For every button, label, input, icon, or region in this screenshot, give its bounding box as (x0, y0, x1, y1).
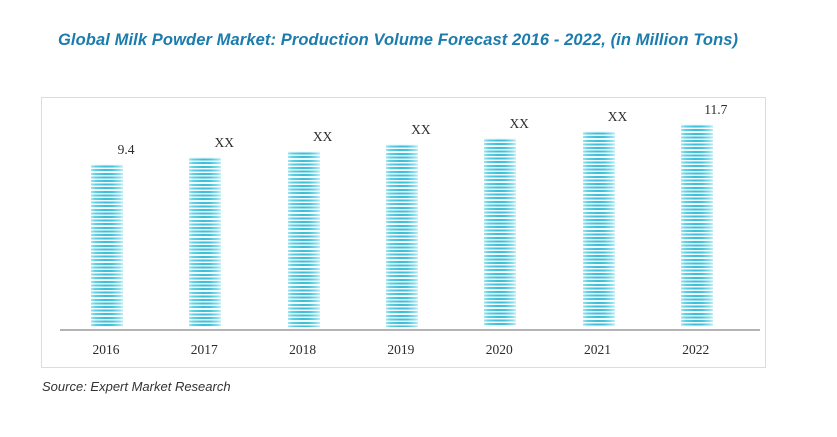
bar-value-label: 11.7 (704, 102, 728, 117)
bar-stripe-pattern (680, 124, 713, 327)
bar-group: XX (269, 129, 339, 327)
bar-value-label: XX (411, 122, 431, 137)
bar-value-label: 9.4 (117, 142, 135, 157)
x-axis-tick-label: 2021 (584, 342, 611, 357)
x-axis-tick-label: 2019 (387, 342, 415, 357)
page-title: Global Milk Powder Market: Production Vo… (58, 31, 739, 49)
bar-value-label: XX (509, 116, 529, 131)
x-axis-tick-label: 2016 (92, 342, 120, 357)
x-axis-tick-label: 2022 (682, 342, 710, 357)
bar-stripe-pattern (91, 164, 123, 327)
bar-group: 11.7 (662, 102, 732, 327)
bar[interactable]: XX (189, 135, 234, 327)
bar[interactable]: XX (484, 116, 529, 327)
bar-stripe-pattern (582, 131, 615, 327)
bar-stripe-pattern (189, 157, 222, 327)
bar[interactable]: XX (582, 109, 627, 327)
bar-value-label: XX (312, 129, 333, 144)
x-axis-tick-label: 2017 (190, 342, 218, 357)
bar-group: 9.4 (72, 142, 142, 327)
bar-stripe-pattern (385, 144, 418, 327)
x-axis-tick-label: 2018 (289, 342, 317, 357)
bar-value-label: XX (214, 135, 235, 150)
x-axis-baseline (60, 329, 760, 331)
bar[interactable]: XX (287, 129, 332, 327)
bar-group: XX (465, 116, 535, 327)
bar-group: XX (564, 109, 634, 327)
bar-stripe-pattern (484, 138, 517, 327)
bar-stripe-pattern (287, 151, 320, 327)
x-axis-tick-label: 2020 (485, 342, 513, 357)
bar[interactable]: 11.7 (680, 102, 727, 327)
bar-group: XX (367, 122, 437, 327)
plot-inner: 9.4 XX XX XX XX XX 11.7 (42, 98, 765, 367)
bar-value-label: XX (607, 109, 628, 124)
source-note: Source: Expert Market Research (42, 379, 231, 394)
bar[interactable]: 9.4 (91, 142, 134, 327)
bar[interactable]: XX (385, 122, 431, 327)
bar-group: XX (170, 135, 240, 327)
plot-area: 9.4 XX XX XX XX XX 11.7 (41, 97, 766, 368)
